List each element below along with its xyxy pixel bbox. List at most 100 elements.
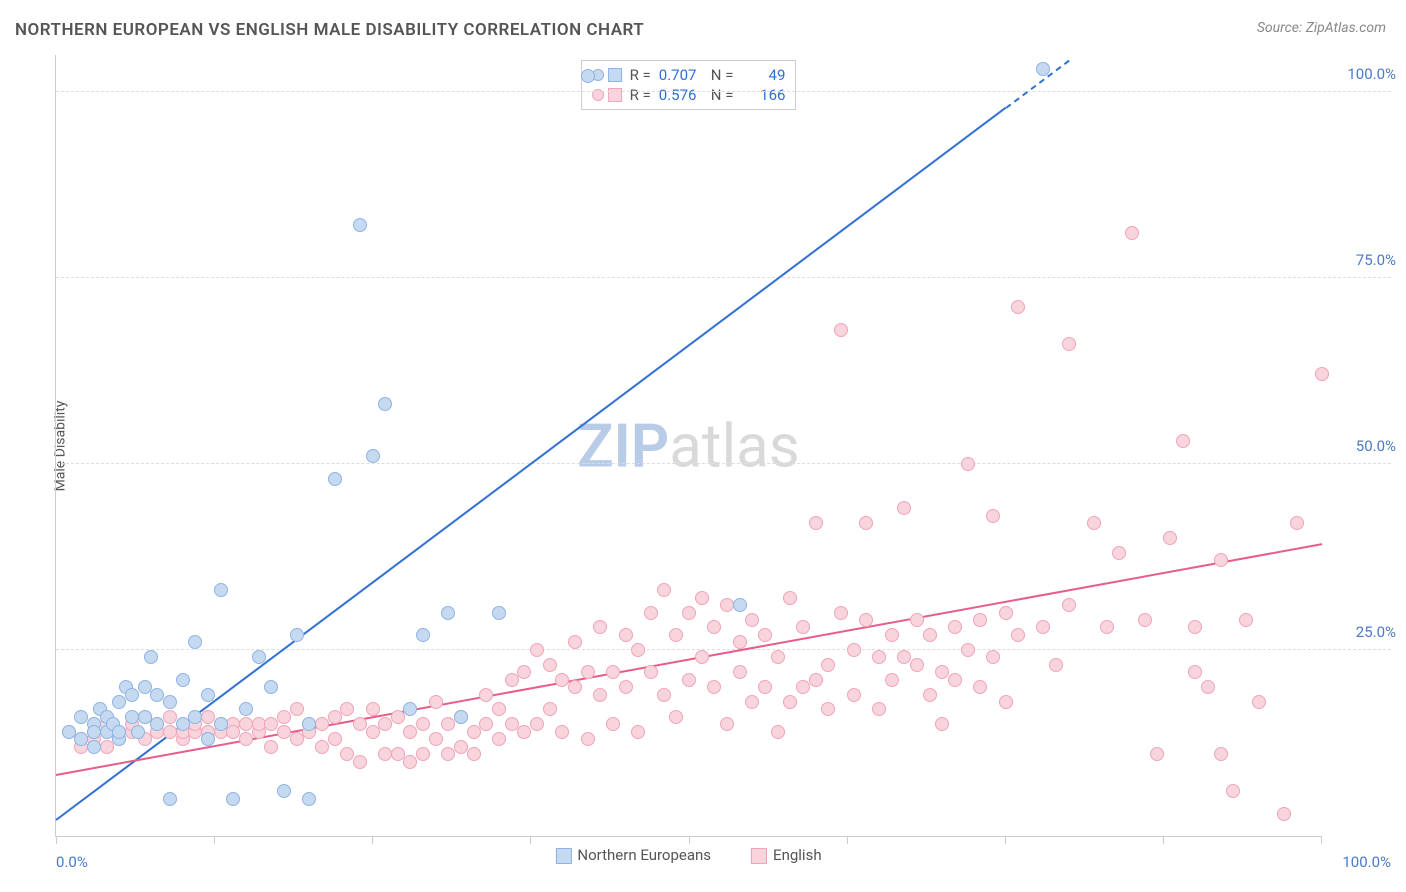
data-point <box>695 591 709 605</box>
y-tick-label: 50.0% <box>1356 437 1396 455</box>
data-point <box>429 732 443 746</box>
data-point <box>403 725 417 739</box>
data-point <box>581 732 595 746</box>
data-point <box>188 710 202 724</box>
data-point <box>771 650 785 664</box>
data-point <box>328 472 342 486</box>
data-point <box>492 606 506 620</box>
data-point <box>479 688 493 702</box>
data-point <box>682 673 696 687</box>
scatter-plot: ZIPatlas R =0.707N =49R =0.576N =166 Nor… <box>55 55 1321 837</box>
data-point <box>986 650 1000 664</box>
correlation-legend: R =0.707N =49R =0.576N =166 <box>581 60 797 110</box>
data-point <box>1062 337 1076 351</box>
data-point <box>277 710 291 724</box>
data-point <box>87 740 101 754</box>
data-point <box>416 628 430 642</box>
data-point <box>264 680 278 694</box>
data-point <box>328 710 342 724</box>
data-point <box>163 695 177 709</box>
data-point <box>1036 620 1050 634</box>
data-point <box>416 717 430 731</box>
data-point <box>543 702 557 716</box>
data-point <box>100 740 114 754</box>
legend-row: R =0.576N =166 <box>592 85 786 105</box>
data-point <box>188 635 202 649</box>
data-point <box>948 620 962 634</box>
data-point <box>441 717 455 731</box>
data-point <box>897 501 911 515</box>
data-point <box>1176 434 1190 448</box>
data-point <box>821 702 835 716</box>
data-point <box>999 606 1013 620</box>
data-point <box>441 606 455 620</box>
data-point <box>1125 226 1139 240</box>
data-point <box>834 606 848 620</box>
watermark: ZIPatlas <box>577 410 800 481</box>
data-point <box>112 725 126 739</box>
data-point <box>733 635 747 649</box>
data-point <box>872 702 886 716</box>
data-point <box>1188 620 1202 634</box>
data-point <box>568 635 582 649</box>
data-point <box>796 620 810 634</box>
data-point <box>416 747 430 761</box>
data-point <box>821 658 835 672</box>
data-point <box>872 650 886 664</box>
data-point <box>796 680 810 694</box>
data-point <box>1163 531 1177 545</box>
data-point <box>619 628 633 642</box>
data-point <box>340 702 354 716</box>
data-point <box>669 628 683 642</box>
data-point <box>1112 546 1126 560</box>
x-tick <box>372 836 373 844</box>
data-point <box>1150 747 1164 761</box>
data-point <box>631 643 645 657</box>
data-point <box>555 725 569 739</box>
data-point <box>783 695 797 709</box>
data-point <box>885 673 899 687</box>
data-point <box>505 673 519 687</box>
data-point <box>441 747 455 761</box>
series-legend: Northern EuropeansEnglish <box>555 846 821 864</box>
data-point <box>214 717 228 731</box>
data-point <box>1011 628 1025 642</box>
data-point <box>492 732 506 746</box>
data-point <box>935 717 949 731</box>
x-tick <box>1163 836 1164 844</box>
data-point <box>1239 613 1253 627</box>
x-tick <box>530 836 531 844</box>
gridline <box>56 463 1391 464</box>
source-label: Source: <box>1257 20 1302 36</box>
data-point <box>758 680 772 694</box>
data-point <box>1062 598 1076 612</box>
data-point <box>758 628 772 642</box>
data-point <box>1036 62 1050 76</box>
data-point <box>1087 516 1101 530</box>
data-point <box>353 755 367 769</box>
data-point <box>606 717 620 731</box>
data-point <box>657 583 671 597</box>
data-point <box>923 628 937 642</box>
data-point <box>859 613 873 627</box>
data-point <box>707 680 721 694</box>
data-point <box>543 658 557 672</box>
data-point <box>530 717 544 731</box>
data-point <box>403 702 417 716</box>
data-point <box>239 702 253 716</box>
data-point <box>125 688 139 702</box>
data-point <box>923 688 937 702</box>
data-point <box>834 323 848 337</box>
data-point <box>733 665 747 679</box>
data-point <box>226 792 240 806</box>
data-point <box>707 620 721 634</box>
data-point <box>131 725 145 739</box>
data-point <box>657 688 671 702</box>
data-point <box>783 591 797 605</box>
data-point <box>859 516 873 530</box>
data-point <box>606 665 620 679</box>
data-point <box>492 702 506 716</box>
data-point <box>517 725 531 739</box>
data-point <box>239 732 253 746</box>
data-point <box>581 69 595 83</box>
